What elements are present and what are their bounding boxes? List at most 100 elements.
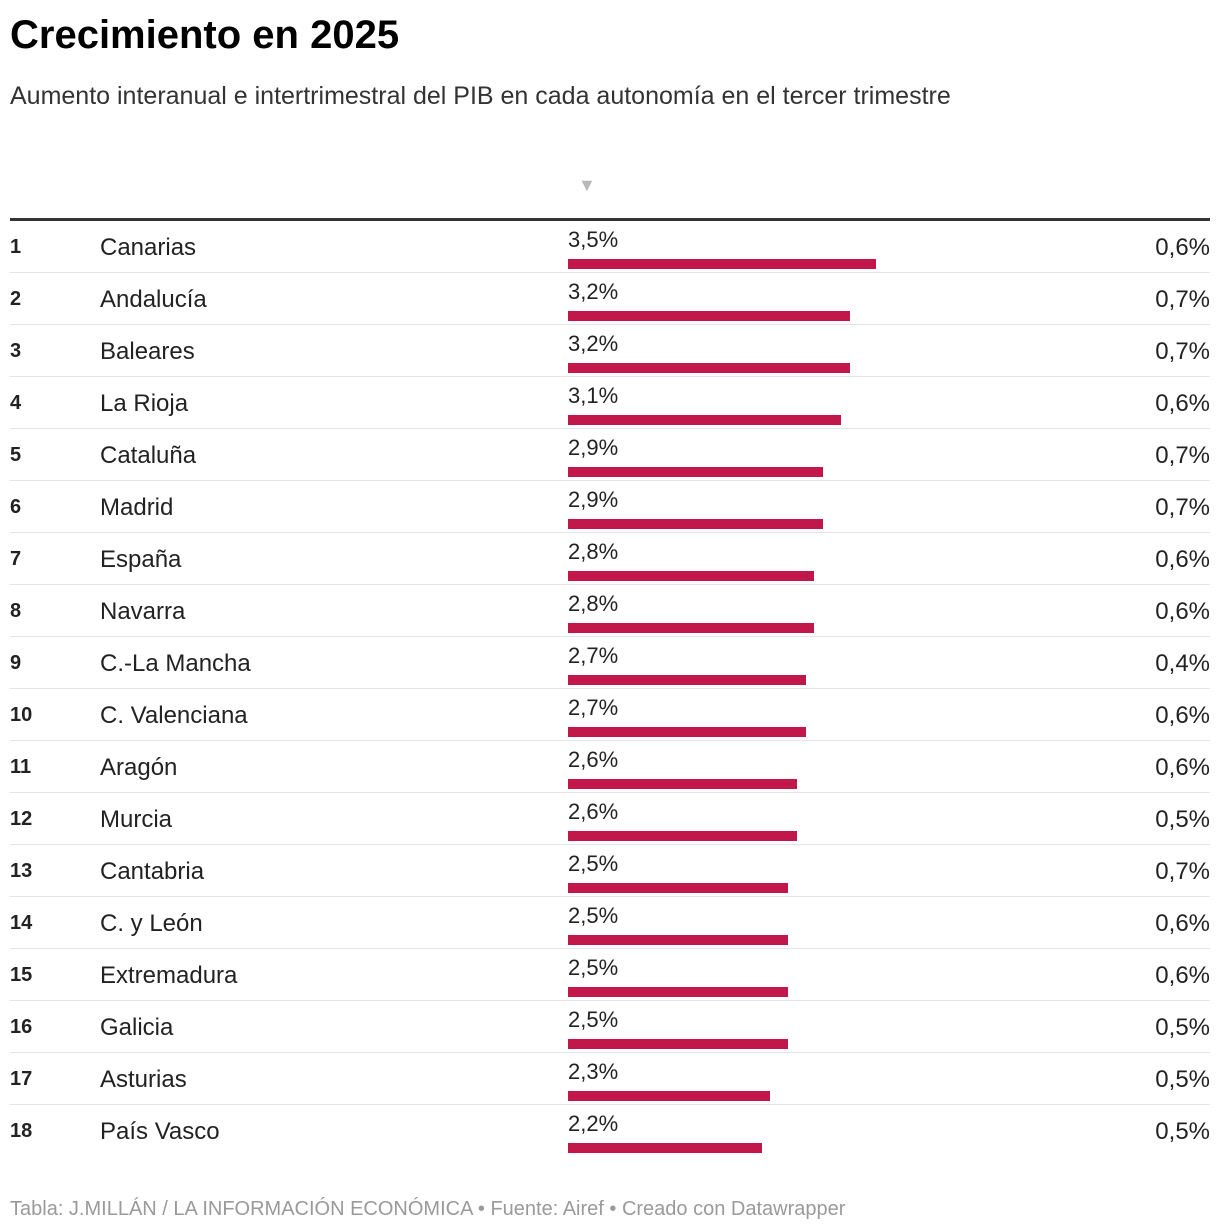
- bar-cell: 2,7%: [568, 641, 988, 687]
- row-region: España: [100, 546, 182, 573]
- row-region: Cantabria: [100, 858, 205, 885]
- bar-cell: 3,1%: [568, 381, 988, 427]
- table-row: 15 Extremadura 2,5% 0,6%: [10, 949, 1210, 1001]
- bar-value-label: 2,5%: [568, 903, 619, 928]
- bar: [568, 415, 841, 425]
- sort-descending-icon[interactable]: ▼: [578, 175, 596, 195]
- row-rank: 15: [10, 964, 33, 986]
- row-quarterly-value: 0,6%: [1155, 234, 1210, 261]
- table-row: 6 Madrid 2,9% 0,7%: [10, 481, 1210, 533]
- bar-cell: 3,2%: [568, 277, 988, 323]
- row-region: Canarias: [100, 234, 197, 261]
- row-rank: 17: [10, 1068, 33, 1090]
- row-quarterly-value: 0,5%: [1155, 1118, 1210, 1145]
- row-region: País Vasco: [100, 1118, 220, 1145]
- table-row: 7 España 2,8% 0,6%: [10, 533, 1210, 585]
- bar-value-label: 2,6%: [568, 799, 619, 824]
- bar: [568, 779, 797, 789]
- table-row: 17 Asturias 2,3% 0,5%: [10, 1053, 1210, 1105]
- bar-value-label: 3,2%: [568, 331, 619, 356]
- row-rank: 18: [10, 1120, 33, 1142]
- bar-value-label: 2,7%: [568, 695, 619, 720]
- bar-value-label: 3,2%: [568, 279, 619, 304]
- bar-value-label: 3,5%: [568, 227, 619, 252]
- row-quarterly-value: 0,6%: [1155, 390, 1210, 417]
- table-row: 5 Cataluña 2,9% 0,7%: [10, 429, 1210, 481]
- bar-cell: 2,8%: [568, 537, 988, 583]
- row-quarterly-value: 0,5%: [1155, 1014, 1210, 1041]
- row-quarterly-value: 0,5%: [1155, 806, 1210, 833]
- bar-cell: 2,9%: [568, 433, 988, 479]
- bar-value-label: 2,7%: [568, 643, 619, 668]
- row-region: Extremadura: [100, 962, 238, 989]
- bar-cell: 2,5%: [568, 901, 988, 947]
- bar-value-label: 2,9%: [568, 487, 619, 512]
- bar-cell: 3,5%: [568, 225, 988, 271]
- row-rank: 8: [10, 600, 22, 622]
- row-quarterly-value: 0,6%: [1155, 702, 1210, 729]
- table-row: 3 Baleares 3,2% 0,7%: [10, 325, 1210, 377]
- row-region: Baleares: [100, 338, 195, 365]
- row-quarterly-value: 0,5%: [1155, 1066, 1210, 1093]
- table-row: 10 C. Valenciana 2,7% 0,6%: [10, 689, 1210, 741]
- bar-cell: 2,9%: [568, 485, 988, 531]
- table-row: 1 Canarias 3,5% 0,6%: [10, 221, 1210, 273]
- bar: [568, 363, 850, 373]
- bar: [568, 519, 823, 529]
- row-rank: 7: [10, 548, 22, 570]
- row-quarterly-value: 0,6%: [1155, 962, 1210, 989]
- chart-title: Crecimiento en 2025: [10, 13, 400, 57]
- chart-footer: Tabla: J.MILLÁN / LA INFORMACIÓN ECONÓMI…: [10, 1198, 846, 1220]
- row-region: C. y León: [100, 910, 203, 937]
- row-region: Asturias: [100, 1066, 187, 1093]
- bar-cell: 3,2%: [568, 329, 988, 375]
- row-rank: 3: [10, 340, 22, 362]
- row-quarterly-value: 0,7%: [1155, 494, 1210, 521]
- bar-cell: 2,3%: [568, 1057, 988, 1103]
- row-region: Navarra: [100, 598, 186, 625]
- row-quarterly-value: 0,7%: [1155, 442, 1210, 469]
- table-row: 14 C. y León 2,5% 0,6%: [10, 897, 1210, 949]
- bar-value-label: 2,6%: [568, 747, 619, 772]
- row-rank: 2: [10, 288, 22, 310]
- row-quarterly-value: 0,7%: [1155, 286, 1210, 313]
- row-region: C. Valenciana: [100, 702, 248, 729]
- bar-cell: 2,6%: [568, 797, 988, 843]
- bar-cell: 2,2%: [568, 1109, 988, 1155]
- row-rank: 16: [10, 1016, 33, 1038]
- bar-value-label: 2,9%: [568, 435, 619, 460]
- row-rank: 13: [10, 860, 33, 882]
- row-quarterly-value: 0,6%: [1155, 910, 1210, 937]
- bar-value-label: 2,3%: [568, 1059, 619, 1084]
- row-rank: 14: [10, 912, 33, 934]
- table-row: 11 Aragón 2,6% 0,6%: [10, 741, 1210, 793]
- table-row: 8 Navarra 2,8% 0,6%: [10, 585, 1210, 637]
- table-row: 2 Andalucía 3,2% 0,7%: [10, 273, 1210, 325]
- bar-cell: 2,8%: [568, 589, 988, 635]
- bar: [568, 1091, 770, 1101]
- row-rank: 12: [10, 808, 33, 830]
- bar-cell: 2,5%: [568, 953, 988, 999]
- row-region: La Rioja: [100, 390, 189, 417]
- bar: [568, 935, 788, 945]
- row-region: Madrid: [100, 494, 174, 521]
- data-table: 1 Canarias 3,5% 0,6% 2 Andalucía 3,2% 0,7% 3 Bale…: [10, 218, 1210, 1156]
- bar-cell: 2,5%: [568, 849, 988, 895]
- bar-cell: 2,6%: [568, 745, 988, 791]
- table-row: 18 País Vasco 2,2% 0,5%: [10, 1105, 1210, 1156]
- row-region: Murcia: [100, 806, 173, 833]
- row-region: Cataluña: [100, 442, 197, 469]
- bar: [568, 1039, 788, 1049]
- bar: [568, 571, 814, 581]
- row-quarterly-value: 0,6%: [1155, 598, 1210, 625]
- row-region: Aragón: [100, 754, 178, 781]
- table-row: 13 Cantabria 2,5% 0,7%: [10, 845, 1210, 897]
- bar: [568, 987, 788, 997]
- table-row: 12 Murcia 2,6% 0,5%: [10, 793, 1210, 845]
- table-row: 16 Galicia 2,5% 0,5%: [10, 1001, 1210, 1053]
- row-rank: 6: [10, 496, 22, 518]
- bar: [568, 883, 788, 893]
- bar: [568, 675, 806, 685]
- row-region: Galicia: [100, 1014, 174, 1041]
- bar: [568, 467, 823, 477]
